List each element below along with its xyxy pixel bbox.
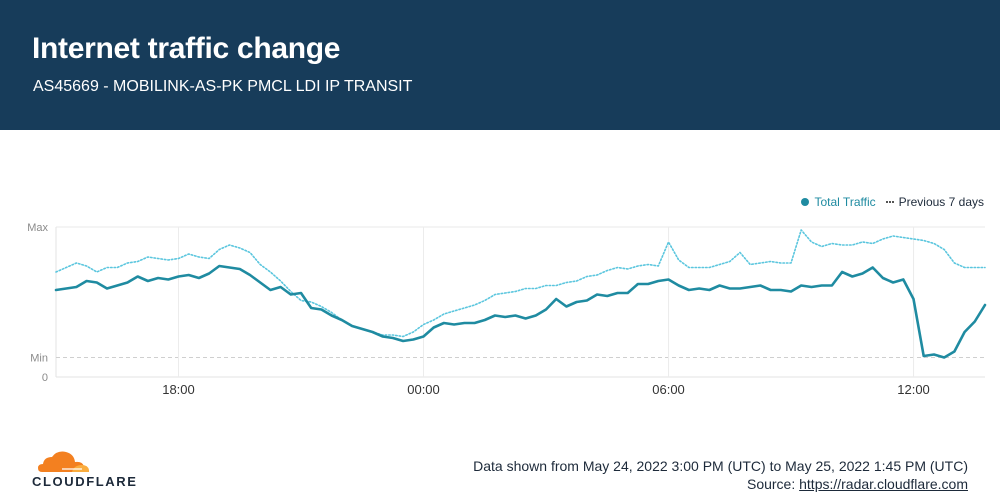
legend-dot-icon <box>801 198 810 206</box>
y-tick-label: Max <box>27 222 48 234</box>
x-tick-label: 18:00 <box>162 382 195 397</box>
header-banner: Internet traffic change AS45669 - MOBILI… <box>0 0 1000 130</box>
legend-dash-icon <box>885 201 894 203</box>
y-tick-label: 0 <box>42 372 48 384</box>
source-prefix: Source: <box>746 476 800 492</box>
x-tick-label: 12:00 <box>897 382 930 397</box>
cloud-icon <box>38 451 89 472</box>
legend-item-previous-7-days[interactable]: Previous 7 days <box>885 195 984 209</box>
x-tick-label: 00:00 <box>407 382 440 397</box>
y-tick-label: Min <box>30 353 48 365</box>
page-subtitle: AS45669 - MOBILINK-AS-PK PMCL LDI IP TRA… <box>33 78 413 95</box>
source-line: Source: https://radar.cloudflare.com <box>747 476 968 492</box>
page-title: Internet traffic change <box>32 32 341 65</box>
logo-wordmark: CLOUDFLARE <box>32 474 138 489</box>
x-tick-label: 06:00 <box>652 382 685 397</box>
legend-label-previous-7-days: Previous 7 days <box>898 195 984 209</box>
legend-label-total-traffic: Total Traffic <box>814 195 876 209</box>
cloudflare-logo: CLOUDFLARE <box>32 448 136 489</box>
chart-legend: Total Traffic Previous 7 days <box>791 195 984 209</box>
series-line-total-traffic <box>54 264 987 359</box>
source-link[interactable]: https://radar.cloudflare.com <box>799 476 968 492</box>
series-line-previous-7-days <box>55 229 986 338</box>
legend-item-total-traffic[interactable]: Total Traffic <box>801 195 876 209</box>
date-range-text: Data shown from May 24, 2022 3:00 PM (UT… <box>473 458 968 474</box>
